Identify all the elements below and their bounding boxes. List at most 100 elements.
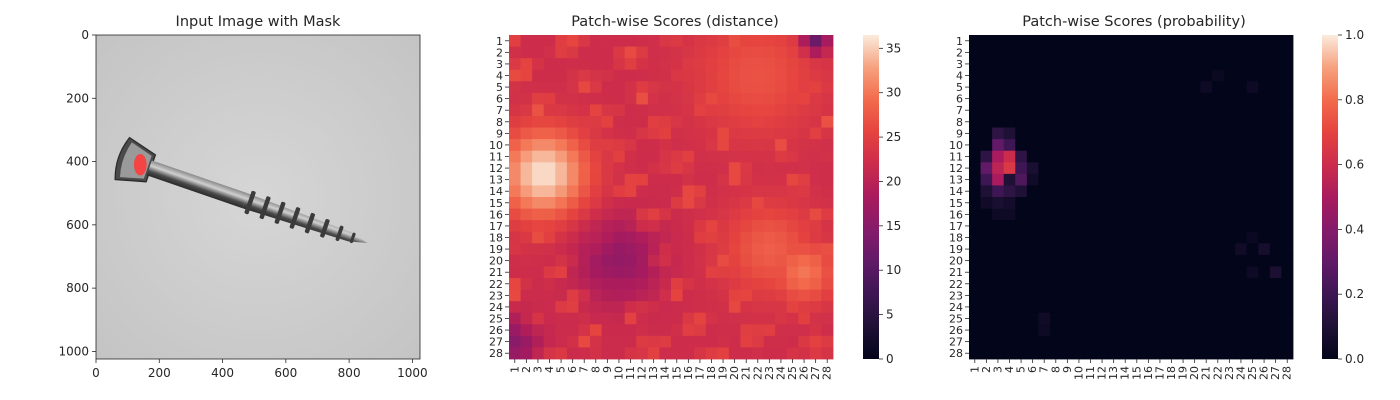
probability-cell xyxy=(1061,162,1074,175)
probability-cell xyxy=(1096,58,1109,71)
probability-cell xyxy=(1038,335,1051,348)
distance-cell xyxy=(520,81,533,94)
probability-cell xyxy=(1038,220,1051,233)
distance-x-axis: 1234567891011121314151617181920212223242… xyxy=(508,359,834,380)
probability-cell xyxy=(1142,335,1155,348)
probability-y-tick-label: 13 xyxy=(949,174,963,187)
distance-x-tick-label: 4 xyxy=(543,366,556,373)
probability-cell xyxy=(992,208,1005,221)
distance-cell xyxy=(775,312,788,325)
distance-cell xyxy=(520,266,533,279)
distance-cell xyxy=(624,324,637,337)
probability-cell xyxy=(1131,35,1143,47)
distance-cell xyxy=(566,116,579,128)
distance-cell xyxy=(601,220,614,233)
distance-cell xyxy=(775,150,788,163)
probability-cell xyxy=(1026,150,1039,163)
probability-cell xyxy=(1084,185,1097,198)
distance-cell xyxy=(705,208,718,221)
probability-x-tick-label: 19 xyxy=(1177,366,1190,380)
probability-cell xyxy=(1050,116,1062,128)
probability-cell xyxy=(980,92,993,105)
probability-cell xyxy=(1061,173,1074,186)
distance-cell xyxy=(775,139,788,152)
probability-cell xyxy=(1107,208,1120,221)
distance-cell xyxy=(763,35,776,47)
distance-cell xyxy=(809,254,822,267)
distance-cell xyxy=(694,231,707,244)
probability-cell xyxy=(1096,266,1109,279)
distance-cell xyxy=(647,312,660,325)
distance-cell xyxy=(543,127,556,140)
distance-cell xyxy=(694,220,707,233)
probability-cell xyxy=(1073,208,1086,221)
probability-cell xyxy=(1096,116,1109,128)
distance-cell xyxy=(809,231,822,244)
probability-cell xyxy=(969,104,981,117)
probability-cell xyxy=(1050,104,1062,117)
probability-cell xyxy=(1061,289,1074,302)
distance-cell xyxy=(694,208,707,221)
probability-cell xyxy=(1188,92,1201,105)
distance-cell xyxy=(636,289,649,302)
distance-y-tick-label: 5 xyxy=(496,81,503,94)
probability-cell xyxy=(1107,278,1120,290)
probability-cell xyxy=(1119,127,1132,140)
probability-x-tick-label: 5 xyxy=(1015,366,1028,373)
probability-cell xyxy=(1003,266,1016,279)
probability-cell xyxy=(1142,69,1155,82)
probability-y-tick-label: 24 xyxy=(949,301,963,314)
distance-cell xyxy=(659,173,672,186)
probability-cell xyxy=(1096,92,1109,105)
probability-cell xyxy=(1107,127,1120,140)
distance-cell xyxy=(821,301,834,314)
probability-cell xyxy=(980,312,993,325)
probability-cell xyxy=(1281,69,1294,82)
distance-cell xyxy=(555,278,568,290)
probability-y-tick-label: 12 xyxy=(949,162,963,175)
distance-cell xyxy=(694,162,707,175)
probability-cell xyxy=(1258,162,1271,175)
distance-cell xyxy=(636,92,649,105)
probability-cell xyxy=(1084,347,1097,360)
distance-cell xyxy=(821,162,834,175)
probability-cell xyxy=(1177,243,1190,256)
probability-cell xyxy=(1096,35,1109,47)
distance-cell xyxy=(786,266,799,279)
distance-cell xyxy=(682,347,695,360)
distance-cell xyxy=(636,46,649,59)
probability-cell xyxy=(1223,127,1236,140)
distance-cell xyxy=(786,69,799,82)
probability-cell xyxy=(1188,139,1201,152)
probability-cell xyxy=(1235,208,1248,221)
distance-cell xyxy=(659,81,672,94)
probability-cell xyxy=(1165,347,1178,360)
distance-y-tick-label: 13 xyxy=(489,174,503,187)
distance-cell xyxy=(578,220,591,233)
probability-cell xyxy=(1212,231,1224,244)
distance-cell xyxy=(809,312,822,325)
distance-cell xyxy=(601,266,614,279)
probability-cell xyxy=(1281,289,1294,302)
distance-cell xyxy=(555,243,568,256)
probability-cell xyxy=(1165,301,1178,314)
distance-cell xyxy=(590,254,602,267)
probability-cell xyxy=(1038,104,1051,117)
probability-cell xyxy=(1212,301,1224,314)
distance-cell xyxy=(717,173,730,186)
probability-cell xyxy=(1107,266,1120,279)
distance-cell xyxy=(752,197,764,209)
distance-cell xyxy=(671,347,683,360)
distance-cell xyxy=(682,266,695,279)
distance-cell xyxy=(532,278,545,290)
probability-cell xyxy=(1119,116,1132,128)
probability-cell xyxy=(1281,92,1294,105)
distance-cell xyxy=(601,347,614,360)
probability-cell xyxy=(1177,266,1190,279)
distance-cell xyxy=(717,289,730,302)
probability-x-tick-label: 6 xyxy=(1026,366,1039,373)
probability-cell xyxy=(1003,254,1016,267)
probability-cell xyxy=(1281,208,1294,221)
probability-cell xyxy=(980,324,993,337)
